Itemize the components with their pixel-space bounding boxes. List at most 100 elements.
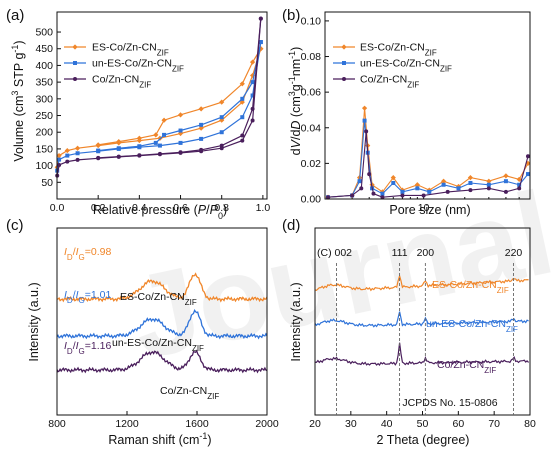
panel-a-point [219, 115, 224, 120]
panel-a-legend-marker [73, 61, 77, 65]
panel-b-point [503, 189, 508, 194]
panel-a-point [240, 96, 245, 101]
panel-b-point [468, 180, 473, 185]
panel-a-point [95, 142, 101, 148]
panel-a-ytick-label: 150 [35, 143, 53, 155]
panel-a-point [219, 143, 224, 148]
panel-b-ylabel: dV/dD (cm3g-1nm-1) [287, 47, 303, 156]
panel-b-point [391, 180, 396, 185]
panel-b-point [486, 186, 491, 191]
panel-c-spectrum-line [56, 272, 268, 303]
panel-a-ytick-label: 250 [35, 110, 53, 122]
panel-d-reflection-label: (C) 002 [317, 247, 352, 259]
panel-b-point [400, 193, 405, 198]
panel-d-xtick-label: 60 [452, 418, 464, 430]
panel-b-point [390, 175, 396, 181]
panel-d-xtick-label: 30 [345, 418, 357, 430]
panel-a-point [198, 125, 204, 131]
panel-b-point [456, 186, 461, 191]
panel-c-spectrum-line [56, 349, 268, 374]
panel-a-xtick-label: 0.4 [132, 202, 147, 214]
panel-a-point [250, 80, 255, 85]
svg-text:Volume (cm3 STP g-1): Volume (cm3 STP g-1) [10, 40, 26, 161]
panel-a-point [258, 16, 263, 21]
panel-b-xtick-label: 10 [418, 202, 430, 214]
panel-b-point [357, 179, 362, 184]
panel-c-ratio-label: ID/IG=1.01 [64, 289, 112, 305]
panel-a-point [56, 152, 62, 159]
panel-b-point [414, 182, 420, 188]
panel-d-series-label: Co/Zn-CNZIF [437, 359, 496, 375]
panel-a-point [198, 106, 204, 112]
panel-a-point [75, 151, 80, 156]
panel-b-point [421, 193, 426, 198]
panel-a-point [219, 99, 225, 105]
panel-c: (c) Intensity (a.u.) Raman shift (cm-1) … [6, 217, 279, 447]
panel-b-legend-marker [341, 44, 347, 50]
panel-b-ytick-label: 0.02 [301, 158, 322, 170]
panel-a-point [178, 128, 183, 133]
panel-d-reflection-label: 111 [392, 247, 408, 259]
panel-d-xtick-label: 20 [309, 418, 321, 430]
panel-c-annotations: ID/IG=0.98 ES-Co/Zn-CNZIF ID/IG=1.01 un-ES-… [64, 246, 219, 401]
panel-b-point [326, 195, 331, 200]
panel-b-point [467, 175, 474, 181]
panel-b-point [415, 186, 420, 191]
panel-a-ytick-label: 350 [35, 77, 53, 89]
panel-b-point [445, 189, 450, 194]
panel-a-point [250, 106, 255, 111]
panel-a-xtick-label: 0.2 [91, 202, 106, 214]
panel-d-reflection-label: 220 [505, 247, 523, 259]
panel-a-point [199, 136, 204, 141]
panel-a-legend-label: ES-Co/Zn-CNZIF [92, 42, 169, 58]
panel-b-point [362, 118, 367, 123]
panel-c-ratio-label: ID/IG=0.98 [64, 246, 112, 262]
panel-a-point [116, 146, 121, 151]
panel-c-series-label: ES-Co/Zn-CNZIF [120, 291, 197, 307]
panel-d-series-label: ES-Co/Zn-CNZIF [432, 279, 509, 295]
panel-a-point [64, 147, 70, 154]
panel-b-ytick-label: 0.10 [301, 15, 322, 27]
panel-a-xtick-label: 0.6 [173, 202, 188, 214]
panel-a: (a) Volume (cm3 STP g-1) Relative pressu… [6, 7, 270, 221]
panel-a-point [153, 132, 159, 138]
panel-c-xlabel: Raman shift (cm-1) [108, 431, 211, 447]
panel-a-point [74, 145, 81, 151]
panel-a-point [178, 140, 183, 145]
panel-d-series-label: un-ES-Co/Zn-CNZIF [426, 318, 518, 334]
panel-d-pattern-line [314, 311, 529, 328]
panel-d-xlabel: 2 Theta (degree) [377, 433, 470, 447]
panel-d-reference-label: JCPDS No. 15-0806 [402, 397, 497, 409]
panel-a-point [65, 153, 70, 158]
panel-c-series-label: un-ES-Co/Zn-CNZIF [112, 337, 204, 353]
panel-c-ylabel: Intensity (a.u.) [27, 282, 41, 361]
panel-b-ytick-label: 0.08 [301, 51, 322, 63]
panel-d-xtick-label: 50 [417, 418, 429, 430]
panel-b-frame [324, 11, 531, 200]
panel-a-point [137, 153, 142, 158]
panel-c-label: (c) [6, 217, 24, 234]
panel-a-ytick-label: 100 [35, 160, 53, 172]
panel-b-point [371, 191, 376, 196]
panel-a-point [157, 151, 162, 156]
panel-a-point [116, 154, 121, 159]
svg-text:dV/dD (cm3g-1nm-1): dV/dD (cm3g-1nm-1) [287, 47, 303, 156]
panel-a-point [219, 130, 224, 135]
panel-c-spectrum-line [56, 309, 268, 340]
panel-a-point [250, 93, 255, 98]
panel-a-legend-marker [72, 44, 78, 50]
panel-a-point [116, 138, 122, 145]
panel-a-label: (a) [6, 7, 24, 24]
panel-a-xtick-label: 1.0 [256, 202, 271, 214]
svg-text:Raman shift (cm-1): Raman shift (cm-1) [108, 431, 211, 447]
panel-b-point [359, 186, 364, 191]
panel-c-frame [56, 227, 268, 416]
panel-b: (b) dV/dD (cm3g-1nm-1) Pore size (nm) 10… [282, 7, 531, 217]
panel-a-point [258, 40, 263, 45]
panel-d: (d) Intensity (a.u.) 2 Theta (degree) 20… [282, 217, 536, 447]
panel-a-ytick-label: 450 [35, 43, 53, 55]
panel-a-point [240, 115, 245, 120]
panel-d-annotations: (C) 002 111 200 220 JCPDS No. 15-0806 ES-Co/Z… [317, 247, 522, 415]
panel-c-ratio-label: ID/IG=1.16 [64, 340, 112, 356]
panel-a-xtick-label: 0.8 [214, 202, 229, 214]
